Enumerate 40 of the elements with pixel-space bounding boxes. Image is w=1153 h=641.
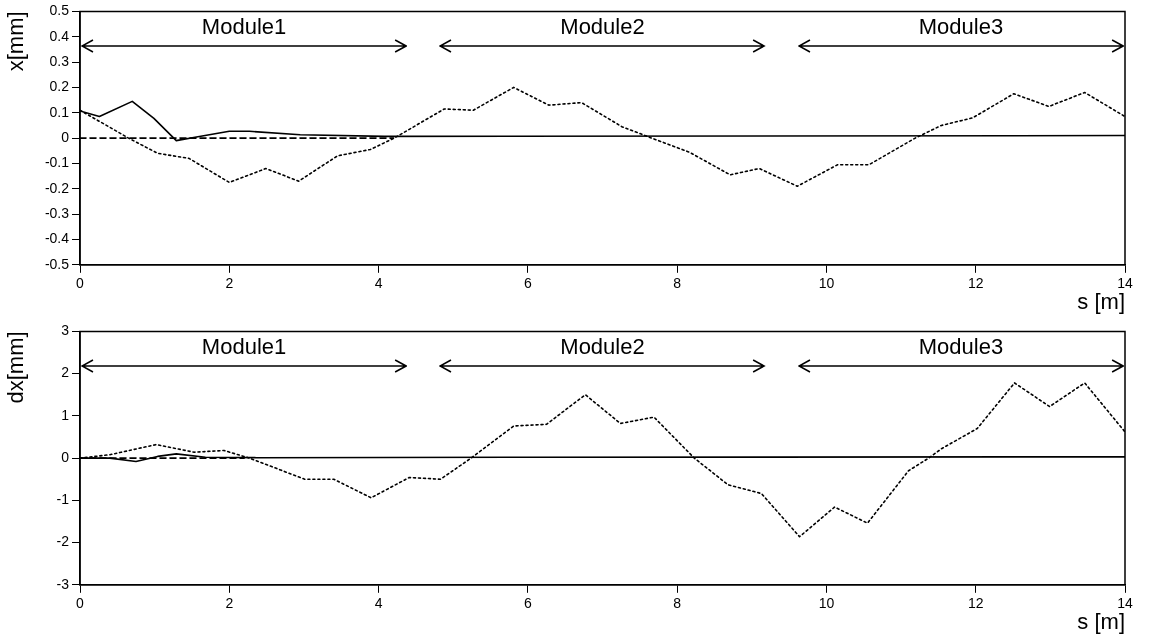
x-tick-label: 2 [225,275,234,292]
y-tick-label: 3 [61,322,70,339]
annotation: Module2 [560,13,645,40]
annotation: Module3 [918,333,1004,360]
y-tick-label: -0.1 [44,154,70,171]
y-tick-label: 1 [61,406,70,423]
x-tick-label: 6 [523,275,532,292]
y-tick-label: 0.3 [49,52,70,69]
y-tick-label: -1 [56,491,70,508]
x-tick-label: 4 [374,275,383,292]
y-tick-label: 0 [61,128,70,145]
y-tick-label: 0.2 [49,78,70,95]
y-tick-label: -0.3 [44,204,70,221]
y-tick-label: -3 [56,575,70,592]
y-tick-label: -0.2 [44,179,70,196]
annotation: Module1 [201,13,287,40]
x-tick-label: 2 [225,595,234,612]
y-tick-label: 0.5 [49,2,70,19]
y-tick-label: 0 [61,448,70,465]
y-tick-label: -2 [56,533,70,550]
annotation: Module2 [560,333,645,360]
x-tick-label: 8 [673,595,682,612]
x-tick-label: 8 [673,275,682,292]
x-tick-label: 0 [76,275,85,292]
y-tick-label: 0.1 [49,103,70,120]
x-tick-label: 12 [967,595,984,612]
x-tick-label: 0 [76,595,85,612]
y-tick-label: -0.5 [44,255,70,272]
x-tick-label: 10 [818,275,835,292]
y-tick-label: -0.4 [44,230,70,247]
x-tick-label: 6 [523,595,532,612]
x-tick-label: 4 [374,595,383,612]
annotation: Module1 [201,333,287,360]
x-tick-label: 10 [818,595,835,612]
x-tick-label: 12 [967,275,984,292]
y-tick-label: 0.4 [49,27,70,44]
y-axis-title: dx[mm] [3,331,29,404]
y-tick-label: 2 [61,364,70,381]
annotation: Module3 [918,13,1004,40]
y-axis-title: x[mm] [3,11,29,72]
